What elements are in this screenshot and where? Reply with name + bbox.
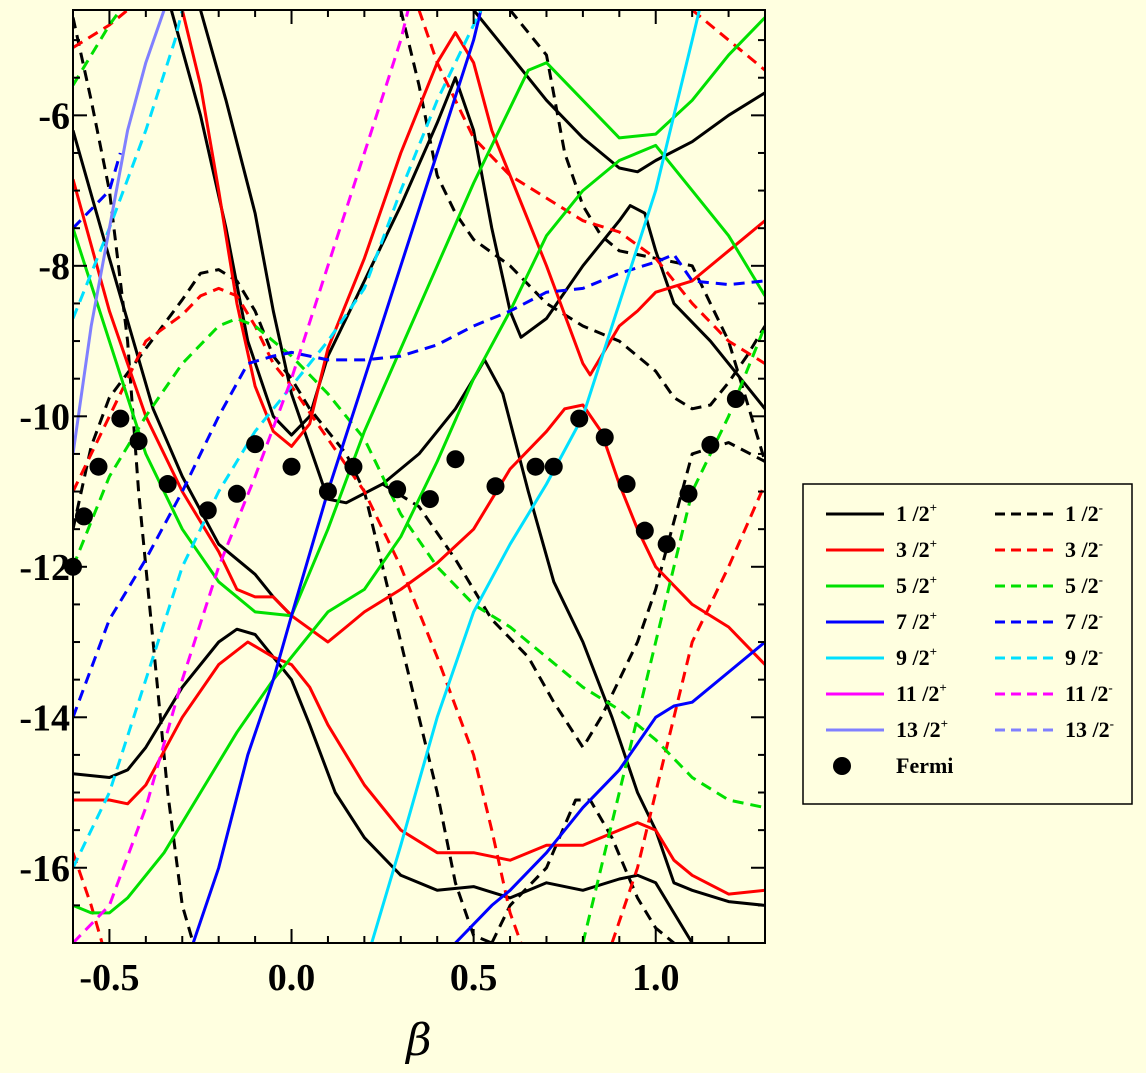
fermi-point-14 [446,450,465,469]
fermi-markers [64,390,745,576]
fermi-point-12 [388,480,407,499]
fermi-point-13 [420,490,439,509]
y-tick-label: -16 [19,848,70,890]
fermi-point-9 [282,457,301,476]
series-line-3minus-16 [73,286,523,943]
x-tick-label: -0.5 [79,957,139,999]
y-tick-label: -14 [19,697,70,739]
fermi-point-23 [679,484,698,503]
series-line-5minus-25 [73,317,765,810]
series-line-3plus-12 [73,640,765,896]
fermi-point-8 [246,435,265,454]
fermi-point-7 [227,484,246,503]
fermi-point-3 [111,409,130,428]
fermi-point-25 [726,390,745,409]
legend: 1 /2+ 1 /2- 3 /2+ 3 /2- 5 /2+ 5 /2- 7 /2+ 7 /2-… [802,483,1133,805]
series-line-3minus-17 [73,852,104,943]
series-line-3minus-20 [610,483,765,943]
legend-label: 11 /2+ [896,680,947,706]
legend-label: 11 /2- [1065,680,1113,706]
legend-label: 5 /2+ [896,572,937,598]
fermi-point-2 [89,457,108,476]
legend-fermi-marker [833,757,851,775]
series-line-3plus-11 [73,178,293,617]
series-line-13plus-35 [73,10,166,455]
series-line-7minus-29 [73,152,122,230]
fermi-point-24 [701,435,720,454]
legend-label: 3 /2+ [896,536,937,562]
series-line-1plus-4 [472,10,765,174]
plot-lines [73,10,765,943]
series-line-5minus-26 [581,325,765,943]
series-line-11minus-34 [73,10,410,943]
fermi-point-1 [74,507,93,526]
y-tick-labels: -16 -14 -12 -10 -8 -6 [19,95,70,889]
series-line-7plus-28 [454,640,765,943]
legend-label: 13 /2- [1065,716,1114,742]
series-line-3minus-19 [691,10,765,72]
legend-label: 9 /2+ [896,644,937,670]
fermi-point-22 [657,535,676,554]
fermi-point-17 [544,457,563,476]
fermi-point-21 [635,521,654,540]
series-line-5plus-22 [73,143,765,915]
series-line-9minus-32 [73,10,184,320]
series-line-1minus-5 [73,17,195,943]
fermi-point-5 [158,475,177,494]
legend-label: 7 /2+ [896,608,937,634]
fermi-point-16 [526,457,545,476]
series-line-7minus-30 [73,253,765,718]
axis-ticks [72,10,766,944]
fermi-point-10 [318,482,337,501]
plot-frame [72,9,766,944]
series-line-5plus-23 [290,16,765,617]
legend-fermi-label: Fermi [896,753,953,778]
series-line-3minus-15 [73,10,129,49]
y-tick-label: -8 [38,246,70,288]
series-line-9plus-31 [370,10,701,943]
series-line-5plus-21 [73,227,292,618]
legend-label: 1 /2- [1065,500,1103,526]
y-tick-label: -12 [19,547,70,589]
series-line-3plus-14 [290,403,765,666]
legend-label: 9 /2- [1065,644,1103,670]
y-tick-label: -10 [19,396,70,438]
legend-label: 3 /2- [1065,536,1103,562]
fermi-point-6 [198,501,217,520]
legend-label: 13 /2+ [896,716,948,742]
series-line-5minus-24 [73,10,122,86]
series-line-1minus-7 [399,10,765,411]
fermi-point-19 [595,428,614,447]
legend-box [802,483,1133,805]
y-tick-label: -6 [38,95,70,137]
x-tick-label: 1.0 [632,957,680,999]
x-axis-label: β [404,1015,431,1066]
series-line-1minus-10 [381,441,765,749]
x-tick-label: 0.5 [450,957,498,999]
fermi-point-20 [617,475,636,494]
fermi-point-18 [570,409,589,428]
fermi-point-15 [486,477,505,496]
legend-label: 7 /2- [1065,608,1103,634]
x-tick-label: 0.0 [268,957,316,999]
series-line-1minus-8 [508,10,765,462]
series-line-3plus-13 [180,10,765,448]
fermi-point-11 [344,457,363,476]
series-line-3minus-18 [417,10,765,365]
legend-label: 1 /2+ [896,500,937,526]
fermi-point-4 [129,432,148,451]
legend-label: 5 /2- [1065,572,1103,598]
x-tick-labels: -0.5 0.0 0.5 1.0 [79,957,679,999]
series-line-9minus-33 [73,10,483,869]
